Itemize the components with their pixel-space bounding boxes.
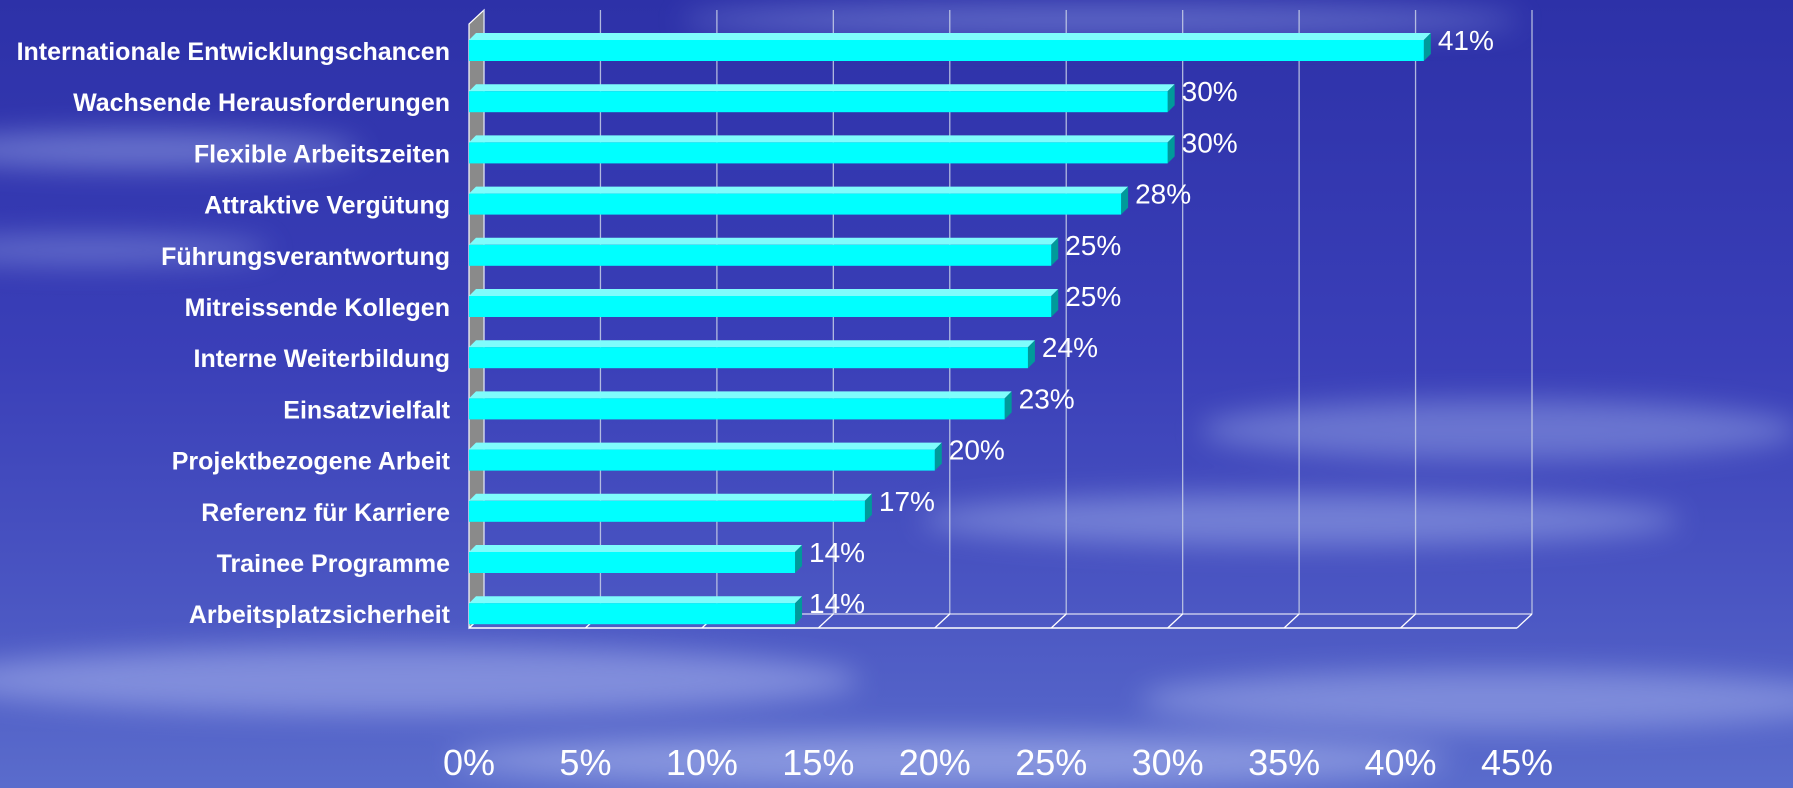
floor-tick — [1516, 613, 1533, 629]
bar-value-label: 24% — [1042, 332, 1098, 363]
plot-area: 41% 30% 30% 28% 25% 25% 24% 23% 20% 17% 14% 14% — [468, 8, 1533, 630]
bar — [469, 347, 1028, 369]
floor-tick — [1050, 613, 1067, 629]
floor-tick — [1400, 613, 1416, 629]
bar-value-label: 23% — [1019, 383, 1075, 414]
bar-value-label: 30% — [1182, 76, 1238, 107]
category-label: Wachsende Herausforderungen — [73, 89, 450, 117]
bar — [469, 449, 935, 471]
bar-top-face — [469, 545, 803, 552]
bar-top-face — [469, 442, 942, 450]
bar-side-face — [795, 596, 803, 625]
bar — [469, 552, 796, 573]
category-label: Trainee Programme — [217, 550, 451, 578]
bar — [469, 193, 1122, 215]
bar-value-label: 28% — [1135, 179, 1191, 210]
floor-tick — [817, 613, 834, 629]
bar-top-face — [469, 596, 803, 604]
floor-tick — [1167, 613, 1184, 629]
bar-top-face — [469, 391, 1012, 399]
bar-side-face — [795, 545, 803, 573]
bar-value-label: 30% — [1182, 127, 1238, 158]
category-label: Internationale Entwicklungschancen — [17, 38, 450, 66]
bar-side-face — [1004, 391, 1012, 420]
x-tick-label: 10% — [666, 742, 738, 783]
bar-side-face — [1051, 237, 1059, 266]
bar-side-face — [1121, 186, 1129, 215]
x-tick-label: 30% — [1132, 742, 1204, 783]
bar-side-face — [934, 442, 942, 471]
category-label: Attraktive Vergütung — [204, 192, 450, 220]
bar-value-label: 14% — [809, 588, 865, 619]
bar — [469, 244, 1052, 266]
bar — [469, 296, 1052, 317]
bar-value-label: 25% — [1065, 230, 1121, 261]
bar-top-face — [469, 493, 872, 501]
x-tick-label: 40% — [1365, 742, 1437, 783]
bar-value-label: 17% — [879, 486, 935, 517]
bar-side-face — [1027, 340, 1035, 369]
category-labels: Internationale Entwicklungschancen Wachse… — [17, 38, 451, 629]
x-tick-label: 0% — [443, 742, 495, 783]
x-tick-label: 35% — [1248, 742, 1320, 783]
category-label: Flexible Arbeitszeiten — [194, 140, 450, 168]
bar-top-face — [469, 186, 1129, 194]
floor-tick — [934, 613, 951, 629]
category-label: Interne Weiterbildung — [194, 345, 451, 373]
bar-value-label: 41% — [1438, 25, 1494, 56]
x-tick-label: 45% — [1481, 742, 1553, 783]
bar-top-face — [469, 289, 1059, 296]
category-label: Arbeitsplatzsicherheit — [189, 601, 451, 629]
category-label: Führungsverantwortung — [161, 243, 450, 271]
bar-top-face — [469, 84, 1175, 92]
x-tick-label: 25% — [1015, 742, 1087, 783]
x-tick-label: 15% — [782, 742, 854, 783]
bar-top-face — [469, 237, 1059, 245]
bar — [469, 603, 796, 625]
bar-top-face — [469, 33, 1431, 40]
bar-side-face — [1423, 33, 1431, 61]
bar-side-face — [1051, 289, 1059, 317]
bar-side-face — [864, 493, 872, 522]
category-label: Projektbezogene Arbeit — [172, 448, 451, 476]
bar-side-face — [1167, 84, 1175, 113]
bar-value-label: 14% — [809, 537, 865, 568]
bar — [469, 500, 865, 522]
bar — [469, 142, 1168, 164]
bar — [469, 40, 1424, 61]
x-tick-label: 5% — [559, 742, 611, 783]
bar-top-face — [469, 340, 1035, 348]
category-label: Referenz für Karriere — [201, 499, 450, 527]
bar — [469, 398, 1005, 420]
floor-tick — [1283, 613, 1300, 629]
bar-value-label: 20% — [949, 435, 1005, 466]
bar — [469, 91, 1168, 113]
category-label: Einsatzvielfalt — [283, 396, 450, 424]
bar-side-face — [1167, 135, 1175, 164]
bar-top-face — [469, 135, 1175, 143]
x-axis-tick-labels: 0% 5% 10% 15% 20% 25% 30% 35% 40% 45% — [443, 742, 1553, 783]
x-tick-label: 20% — [899, 742, 971, 783]
category-label: Mitreissende Kollegen — [185, 294, 450, 322]
bar-value-label: 25% — [1065, 281, 1121, 312]
